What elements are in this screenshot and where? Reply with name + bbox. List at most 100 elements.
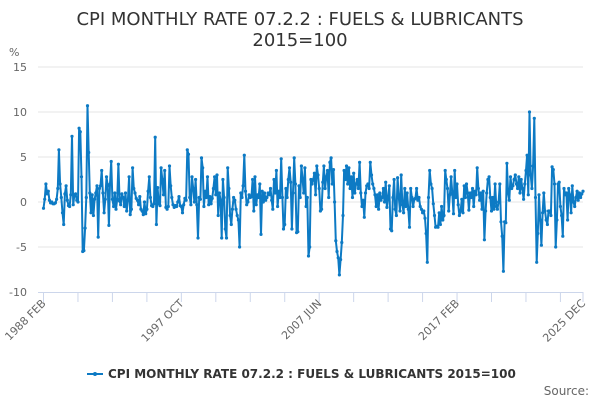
data-point (577, 191, 582, 195)
x-tick-label: 2007 JUN (279, 297, 324, 342)
data-point (409, 186, 413, 191)
data-point (138, 195, 142, 199)
data-point (270, 198, 274, 202)
data-point (63, 192, 67, 196)
data-point (344, 164, 349, 168)
data-point (102, 211, 106, 215)
data-point (161, 193, 166, 197)
data-point (400, 203, 404, 207)
data-point (354, 182, 358, 186)
data-point (476, 186, 480, 191)
data-point (581, 189, 585, 193)
data-point (397, 195, 401, 200)
data-point (229, 222, 233, 227)
data-point (522, 197, 526, 201)
data-point (494, 204, 498, 209)
data-point (242, 153, 246, 157)
data-point (382, 200, 387, 204)
data-point (120, 192, 124, 196)
data-point (464, 182, 469, 186)
data-point (179, 204, 183, 209)
data-point (340, 240, 344, 245)
data-point (141, 213, 145, 217)
data-point (46, 189, 50, 193)
data-point (68, 204, 72, 209)
data-point (308, 245, 312, 249)
data-point (303, 166, 307, 170)
data-point (425, 260, 429, 264)
data-point (189, 203, 193, 207)
data-point (517, 175, 521, 179)
data-point (369, 173, 374, 177)
data-point (505, 161, 509, 165)
data-point (236, 218, 240, 222)
chart-subtitle: 2015=100 (252, 30, 347, 51)
data-point (474, 193, 478, 197)
data-point (279, 157, 283, 161)
data-point (422, 209, 426, 213)
x-tick-label: 1997 OCT (139, 297, 187, 345)
data-point (184, 198, 188, 202)
data-point (137, 203, 141, 207)
data-point (349, 175, 353, 179)
data-point (574, 195, 578, 200)
data-point (90, 193, 94, 197)
data-point (468, 191, 472, 195)
data-point (85, 104, 90, 108)
data-point (413, 196, 417, 200)
data-point (479, 191, 483, 195)
data-point (151, 204, 155, 209)
data-point (199, 156, 204, 160)
data-point (286, 177, 290, 182)
data-point (437, 211, 441, 215)
data-point (542, 191, 546, 195)
data-point (576, 198, 580, 202)
data-point (223, 227, 227, 231)
data-point (432, 213, 437, 218)
data-point (520, 186, 525, 191)
data-point (82, 249, 86, 253)
data-point (257, 195, 261, 200)
data-point (41, 206, 46, 210)
data-point (107, 223, 111, 227)
data-point (543, 209, 547, 213)
data-point (396, 176, 400, 180)
y-tick-label: 5 (20, 151, 27, 164)
legend-label[interactable]: CPI MONTHLY RATE 07.2.2 : FUELS & LUBRIC… (108, 367, 516, 381)
data-point (169, 184, 173, 188)
y-axis-unit-label: % (9, 46, 19, 59)
data-point (213, 175, 217, 179)
data-point (356, 186, 360, 191)
data-point (512, 177, 516, 182)
data-point (418, 204, 422, 209)
data-point (153, 135, 157, 139)
data-point (360, 204, 364, 209)
data-point (272, 177, 276, 182)
y-tick-label: -10 (9, 286, 27, 299)
data-point (394, 213, 398, 218)
data-point (230, 207, 234, 211)
data-point (198, 197, 202, 201)
data-point (175, 204, 179, 209)
data-point (235, 213, 239, 218)
data-point (232, 195, 236, 200)
data-point (548, 209, 552, 213)
data-point (535, 260, 539, 264)
x-tick-label: 2025 DEC (540, 297, 588, 345)
data-point (487, 175, 491, 179)
data-point (441, 218, 445, 222)
data-point (84, 195, 88, 200)
legend[interactable]: CPI MONTHLY RATE 07.2.2 : FUELS & LUBRIC… (87, 367, 516, 381)
chart-title: CPI MONTHLY RATE 07.2.2 : FUELS & LUBRIC… (76, 9, 523, 30)
data-point (560, 213, 564, 218)
data-point (69, 193, 73, 197)
data-point (367, 186, 371, 191)
data-point (321, 180, 325, 184)
data-point (385, 205, 389, 209)
data-point (316, 173, 320, 177)
data-point (371, 182, 375, 186)
data-point (438, 222, 442, 227)
data-point (167, 164, 172, 168)
data-point (561, 234, 565, 238)
data-point (467, 208, 471, 212)
